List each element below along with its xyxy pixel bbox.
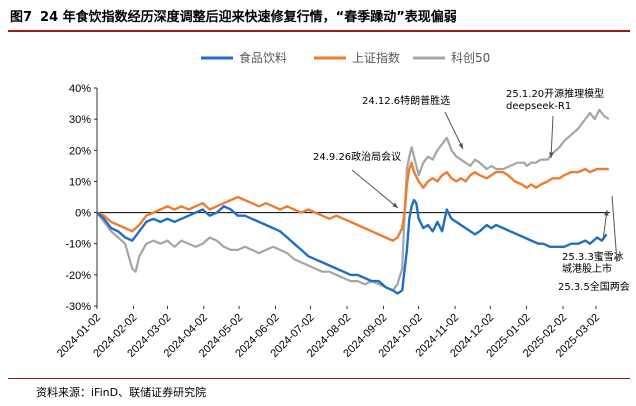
ann-2535-text: 25.3.5全国两会 bbox=[558, 280, 630, 293]
ann-2535-arrow-head bbox=[614, 256, 619, 262]
ann-25120-text: 25.1.20开源推理模型 bbox=[506, 87, 604, 100]
y-tick-label: -30% bbox=[65, 301, 91, 313]
series-line-food bbox=[96, 198, 608, 295]
y-tick-label: -10% bbox=[65, 239, 91, 251]
ann-2492-text: 24.9.26政治局会议 bbox=[313, 150, 401, 163]
ann-2492-arrow bbox=[351, 169, 399, 209]
series-line-sse bbox=[96, 161, 609, 242]
y-tick-label: 10% bbox=[69, 176, 91, 188]
figure-number: 图7 bbox=[10, 10, 33, 25]
y-tick-label: 20% bbox=[69, 145, 91, 157]
title-divider bbox=[8, 30, 630, 32]
y-tick-label: 0% bbox=[75, 208, 91, 220]
line-chart: 食品饮料 上证指数 科创50 -30% -20% -10% 0% 10% 20% 30% 40% 2… bbox=[55, 50, 630, 360]
ann-2533-text: 25.3.3蜜雪冰 bbox=[562, 250, 624, 263]
legend-label-food: 食品饮料 bbox=[239, 50, 287, 65]
ann-2492-arrow-head bbox=[392, 202, 398, 208]
ann-24126-arrow bbox=[444, 111, 464, 150]
figure-title: 图7 24 年食饮指数经历深度调整后迎来快速修复行情，“春季躁动”表现偏弱 bbox=[10, 6, 457, 25]
ann-25120-arrow bbox=[550, 115, 554, 159]
ann-25120-text: deepseek-R1 bbox=[506, 101, 571, 112]
y-tick-label: 30% bbox=[69, 114, 91, 126]
chart-series bbox=[96, 108, 610, 295]
y-tick-label: -20% bbox=[65, 270, 91, 282]
ann-2533-arrow-head bbox=[603, 210, 609, 216]
chart-annotations: 24.9.26政治局会议 24.12.6特朗普胜选 25.1.20开源推理模型dee… bbox=[313, 87, 630, 293]
legend-label-sse: 上证指数 bbox=[352, 50, 400, 65]
ann-25120-arrow-head bbox=[548, 152, 554, 158]
ann-2533-text: 城港股上市 bbox=[562, 262, 612, 275]
footer-divider bbox=[8, 378, 630, 379]
series-line-star bbox=[96, 108, 610, 292]
ann-24126-text: 24.12.6特朗普胜选 bbox=[362, 94, 450, 107]
chart-axes: -30%-20%-10%0%10%20%30%40%2024-01-022024… bbox=[55, 83, 610, 360]
chart-legend: 食品饮料 上证指数 科创50 bbox=[201, 50, 490, 65]
legend-label-star: 科创50 bbox=[451, 51, 490, 65]
y-tick-label: 40% bbox=[69, 83, 91, 95]
source-note: 资料来源：iFinD、联储证券研究院 bbox=[36, 386, 207, 399]
ann-24126-arrow-head bbox=[458, 143, 463, 149]
figure-title-text: 24 年食饮指数经历深度调整后迎来快速修复行情，“春季躁动”表现偏弱 bbox=[40, 10, 457, 25]
ann-2535-arrow bbox=[611, 195, 618, 263]
